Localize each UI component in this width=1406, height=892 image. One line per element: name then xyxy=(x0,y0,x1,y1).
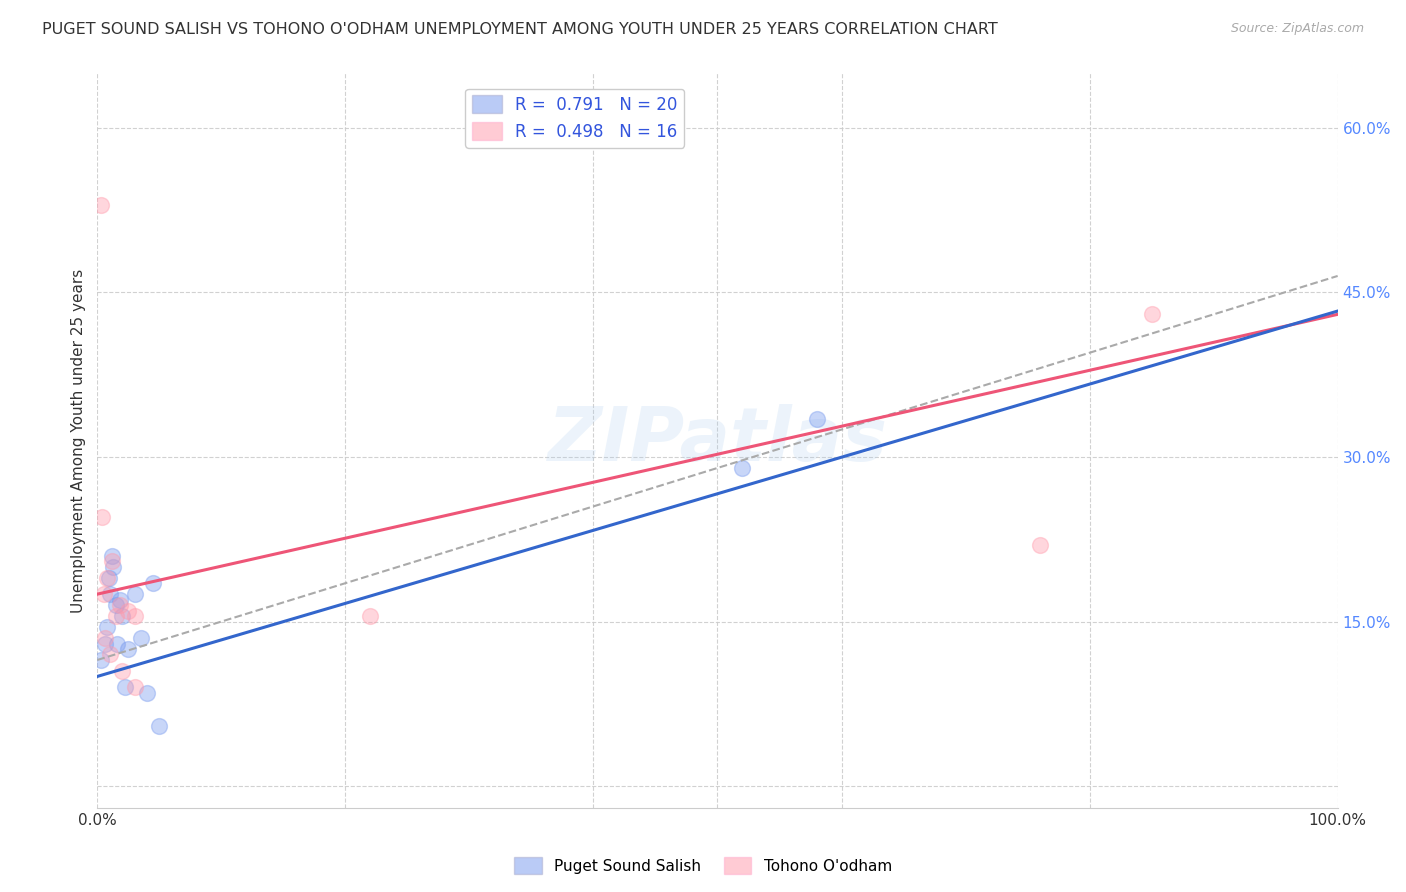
Text: ZIPatlas: ZIPatlas xyxy=(547,404,887,477)
Point xyxy=(806,411,828,425)
Point xyxy=(103,559,125,574)
Point xyxy=(124,681,146,695)
Point xyxy=(104,598,127,612)
Point xyxy=(114,681,136,695)
Point xyxy=(136,686,159,700)
Point xyxy=(98,648,121,662)
Point xyxy=(101,549,124,563)
Point xyxy=(1029,538,1052,552)
Point xyxy=(91,510,114,524)
Point xyxy=(124,587,146,601)
Point xyxy=(96,571,118,585)
Point xyxy=(101,554,124,568)
Legend: Puget Sound Salish, Tohono O'odham: Puget Sound Salish, Tohono O'odham xyxy=(508,851,898,880)
Point xyxy=(129,631,152,645)
Y-axis label: Unemployment Among Youth under 25 years: Unemployment Among Youth under 25 years xyxy=(72,268,86,613)
Point xyxy=(90,653,112,667)
Point xyxy=(97,571,120,585)
Point xyxy=(117,642,139,657)
Legend: R =  0.791   N = 20, R =  0.498   N = 16: R = 0.791 N = 20, R = 0.498 N = 16 xyxy=(465,88,685,148)
Point xyxy=(111,609,134,624)
Text: Source: ZipAtlas.com: Source: ZipAtlas.com xyxy=(1230,22,1364,36)
Point xyxy=(105,636,128,650)
Point xyxy=(90,197,112,211)
Point xyxy=(96,620,118,634)
Point xyxy=(731,461,754,475)
Point xyxy=(1140,307,1163,321)
Point xyxy=(94,636,117,650)
Point xyxy=(98,587,121,601)
Point xyxy=(117,604,139,618)
Point xyxy=(359,609,381,624)
Point xyxy=(108,592,131,607)
Point xyxy=(111,664,134,678)
Point xyxy=(94,631,117,645)
Point xyxy=(104,609,127,624)
Point xyxy=(142,576,165,591)
Text: PUGET SOUND SALISH VS TOHONO O'ODHAM UNEMPLOYMENT AMONG YOUTH UNDER 25 YEARS COR: PUGET SOUND SALISH VS TOHONO O'ODHAM UNE… xyxy=(42,22,998,37)
Point xyxy=(124,609,146,624)
Point xyxy=(148,719,170,733)
Point xyxy=(108,598,131,612)
Point xyxy=(93,587,115,601)
